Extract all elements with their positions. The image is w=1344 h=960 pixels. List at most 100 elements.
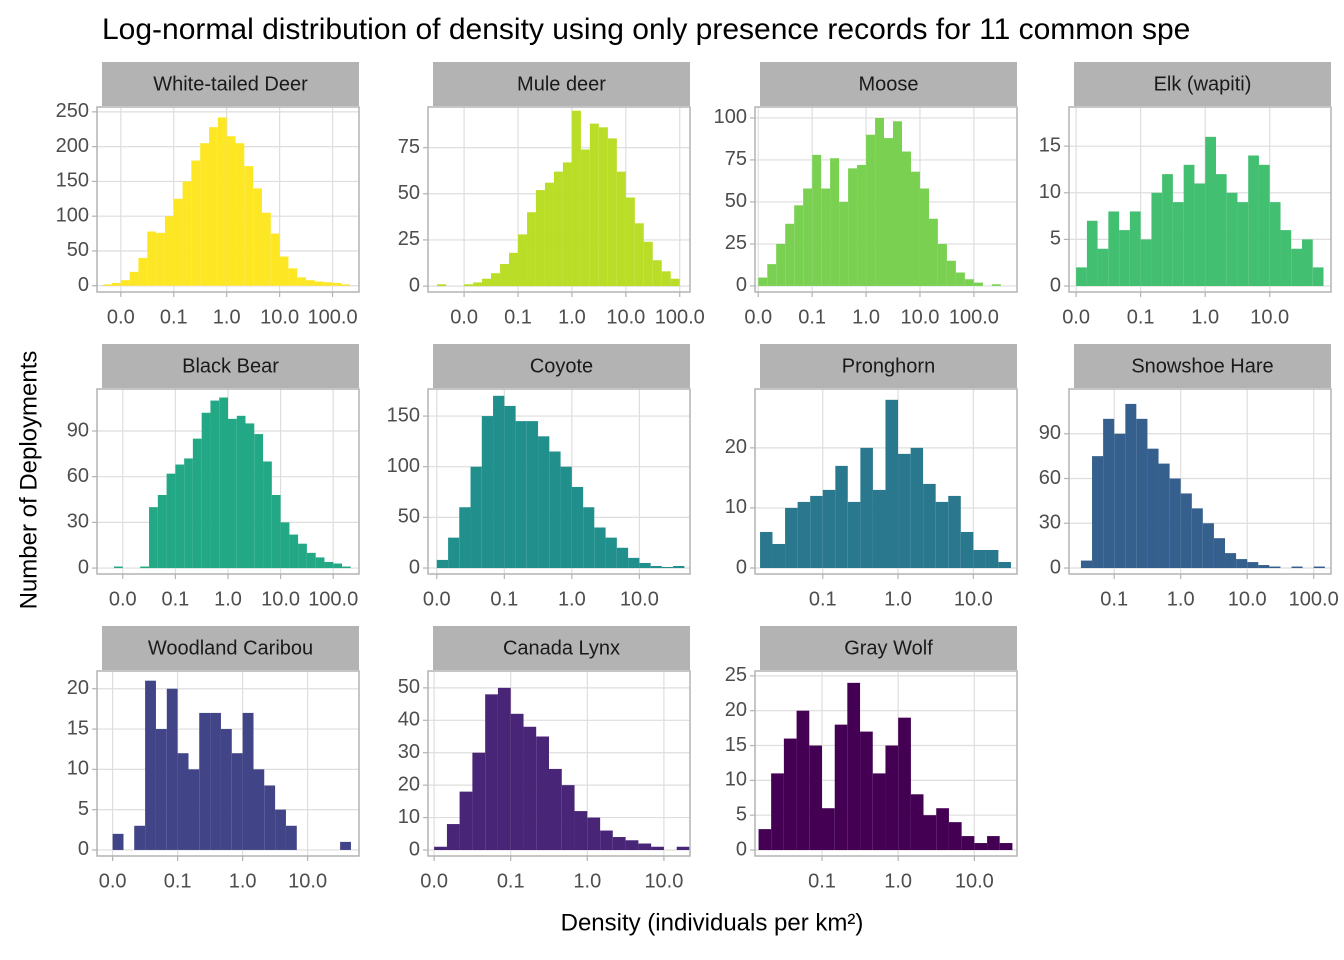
y-tick-label: 25 bbox=[725, 664, 747, 686]
x-tick-label: 0.0 bbox=[107, 306, 135, 328]
y-tick-label: 0 bbox=[78, 838, 89, 860]
bar bbox=[270, 233, 280, 286]
bar bbox=[1140, 239, 1152, 287]
bar bbox=[199, 712, 211, 850]
y-tick-label: 5 bbox=[1050, 228, 1061, 250]
x-tick-label: 10.0 bbox=[1228, 588, 1267, 610]
bar bbox=[589, 123, 599, 287]
bar bbox=[785, 223, 795, 286]
bar bbox=[960, 531, 974, 568]
bar bbox=[758, 829, 772, 851]
bar bbox=[279, 256, 289, 286]
bar bbox=[235, 143, 245, 286]
x-tick-label: 1.0 bbox=[229, 870, 257, 892]
bar bbox=[587, 817, 601, 851]
bar bbox=[1248, 155, 1259, 287]
strip bbox=[433, 344, 690, 388]
y-tick-label: 0 bbox=[736, 556, 747, 578]
x-tick-label: 0.1 bbox=[161, 588, 189, 610]
bar bbox=[1125, 403, 1137, 569]
bar bbox=[253, 188, 262, 286]
bar bbox=[175, 464, 185, 569]
bar bbox=[288, 268, 298, 286]
x-tick-label: 10.0 bbox=[644, 870, 683, 892]
bar bbox=[955, 272, 965, 286]
bar bbox=[767, 264, 777, 286]
bar bbox=[437, 284, 447, 287]
bar bbox=[580, 149, 590, 287]
bar bbox=[1280, 230, 1292, 287]
bar bbox=[253, 769, 265, 850]
x-tick-label: 1.0 bbox=[884, 588, 912, 610]
panel-title: Pronghorn bbox=[842, 355, 935, 377]
x-tick-label: 0.0 bbox=[450, 306, 478, 328]
x-tick-label: 1.0 bbox=[558, 588, 586, 610]
bar bbox=[155, 729, 167, 850]
bar bbox=[1158, 463, 1170, 569]
y-tick-label: 20 bbox=[67, 677, 89, 699]
bar bbox=[946, 260, 956, 286]
bar bbox=[999, 843, 1013, 851]
bar bbox=[948, 822, 962, 851]
bar bbox=[860, 447, 873, 568]
y-tick-label: 90 bbox=[1039, 422, 1061, 444]
bar bbox=[625, 840, 639, 851]
bar bbox=[298, 543, 307, 569]
bar bbox=[1169, 478, 1181, 569]
bar bbox=[481, 416, 494, 569]
bar bbox=[254, 434, 264, 569]
bar bbox=[661, 567, 674, 569]
bar bbox=[323, 282, 333, 286]
bar bbox=[1162, 174, 1173, 287]
y-tick-label: 0 bbox=[736, 274, 747, 296]
bar bbox=[149, 507, 158, 569]
bar bbox=[1237, 202, 1249, 287]
bar bbox=[285, 825, 297, 850]
bar bbox=[985, 549, 999, 568]
bar bbox=[217, 117, 227, 286]
bar bbox=[226, 136, 236, 286]
bar bbox=[673, 565, 685, 569]
x-tick-label: 1.0 bbox=[214, 588, 242, 610]
y-tick-label: 50 bbox=[398, 506, 420, 528]
bar bbox=[120, 280, 130, 286]
bar bbox=[776, 243, 786, 286]
bar bbox=[785, 507, 798, 568]
panel-title: Woodland Caribou bbox=[148, 637, 313, 659]
y-tick-label: 15 bbox=[1039, 134, 1061, 156]
bar bbox=[275, 809, 286, 850]
y-tick-label: 20 bbox=[398, 773, 420, 795]
bar bbox=[188, 769, 200, 850]
x-tick-label: 10.0 bbox=[901, 306, 940, 328]
bar bbox=[758, 277, 768, 286]
bar bbox=[607, 138, 617, 287]
panel-border bbox=[427, 670, 691, 857]
bar bbox=[314, 281, 324, 286]
bar bbox=[638, 843, 652, 851]
bar bbox=[937, 243, 947, 286]
y-tick-label: 15 bbox=[725, 734, 747, 756]
bar bbox=[166, 688, 178, 850]
bar bbox=[209, 127, 218, 286]
bar bbox=[1269, 566, 1281, 569]
bar bbox=[1172, 202, 1184, 287]
y-tick-label: 10 bbox=[67, 758, 89, 780]
bar bbox=[973, 549, 986, 568]
x-tick-label: 0.1 bbox=[809, 588, 837, 610]
bar bbox=[1086, 220, 1098, 287]
strip bbox=[1074, 344, 1331, 388]
panel-title: Canada Lynx bbox=[503, 637, 620, 659]
bar bbox=[219, 397, 228, 569]
panel-border bbox=[96, 388, 360, 575]
bar bbox=[482, 278, 492, 287]
bar bbox=[893, 121, 902, 286]
panel-title: Black Bear bbox=[182, 355, 279, 377]
bar bbox=[1213, 538, 1226, 569]
bar bbox=[848, 168, 858, 286]
bar bbox=[1226, 192, 1238, 287]
x-tick-label: 0.1 bbox=[798, 306, 826, 328]
panel-border bbox=[754, 388, 1018, 575]
x-tick-label: 0.1 bbox=[490, 588, 518, 610]
x-tick-label: 1.0 bbox=[1191, 306, 1219, 328]
